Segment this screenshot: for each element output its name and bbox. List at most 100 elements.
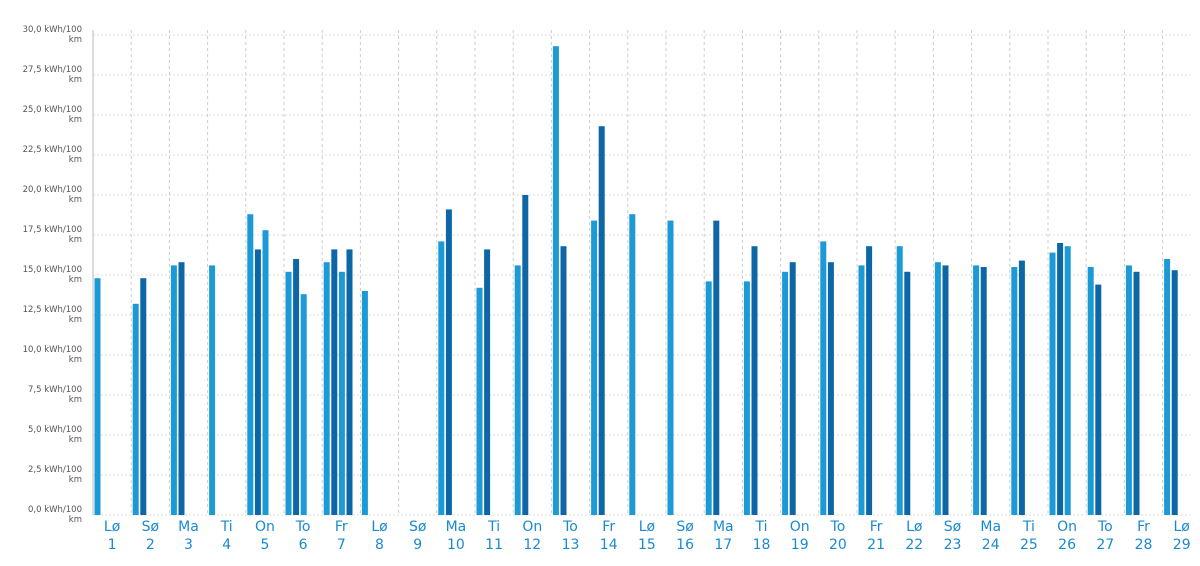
bar bbox=[331, 249, 338, 515]
bar bbox=[904, 271, 911, 515]
bar bbox=[820, 241, 827, 515]
bar bbox=[942, 265, 949, 515]
x-tick-label: 18 bbox=[753, 537, 771, 553]
x-tick-label: 19 bbox=[791, 537, 809, 553]
y-tick-label: 12,5 kWh/100 km bbox=[22, 305, 82, 325]
x-tick-label: 26 bbox=[1058, 537, 1076, 553]
x-tick-label: 7 bbox=[337, 537, 346, 553]
bar bbox=[300, 294, 307, 515]
x-tick-label: 5 bbox=[260, 537, 269, 553]
x-tick-label: 22 bbox=[905, 537, 923, 553]
x-tick-label: 25 bbox=[1020, 537, 1038, 553]
y-tick-label: 22,5 kWh/100 km bbox=[22, 145, 82, 165]
bar bbox=[667, 220, 674, 515]
bar bbox=[247, 214, 254, 515]
y-tick-label: 15,0 kWh/100 km bbox=[22, 265, 82, 285]
x-tick-label: 4 bbox=[222, 537, 231, 553]
x-tick-weekday: Ma bbox=[980, 519, 1001, 535]
bar bbox=[1125, 265, 1132, 515]
x-tick-weekday: Ma bbox=[446, 519, 467, 535]
x-tick-weekday: Lø bbox=[906, 519, 923, 535]
y-tick-label: 30,0 kWh/100 km bbox=[22, 25, 82, 45]
x-tick-label: 13 bbox=[562, 537, 580, 553]
x-tick-weekday: Fr bbox=[335, 519, 348, 535]
x-tick-weekday: Sø bbox=[142, 519, 160, 535]
x-tick-weekday: Lø bbox=[1174, 519, 1191, 535]
x-tick-weekday: Ti bbox=[1022, 519, 1035, 535]
bar bbox=[346, 249, 353, 515]
bar bbox=[178, 262, 185, 515]
y-tick-label: 20,0 kWh/100 km bbox=[22, 185, 82, 205]
bar bbox=[94, 278, 101, 515]
bar bbox=[140, 278, 147, 515]
y-tick-label: 27,5 kWh/100 km bbox=[22, 65, 82, 85]
x-tick-weekday: Ti bbox=[754, 519, 767, 535]
x-tick-label: 24 bbox=[982, 537, 1000, 553]
bar bbox=[1087, 267, 1094, 515]
y-tick-label: 7,5 kWh/100 km bbox=[27, 385, 82, 405]
bar bbox=[254, 249, 261, 515]
x-tick-weekday: Lø bbox=[371, 519, 388, 535]
bar bbox=[934, 262, 941, 515]
bar bbox=[132, 303, 139, 515]
x-tick-label: 16 bbox=[676, 537, 694, 553]
x-tick-label: 2 bbox=[146, 537, 155, 553]
x-tick-weekday: Fr bbox=[870, 519, 883, 535]
bar bbox=[1133, 271, 1140, 515]
bar bbox=[338, 271, 345, 515]
x-tick-label: 27 bbox=[1096, 537, 1114, 553]
y-tick-label: 5,0 kWh/100 km bbox=[27, 425, 82, 445]
bar bbox=[1018, 260, 1025, 515]
x-tick-weekday: To bbox=[1097, 519, 1113, 535]
x-tick-weekday: Sø bbox=[676, 519, 694, 535]
x-tick-label: 17 bbox=[714, 537, 732, 553]
x-tick-label: 9 bbox=[413, 537, 422, 553]
x-tick-weekday: Ma bbox=[713, 519, 734, 535]
bar bbox=[484, 249, 491, 515]
bar bbox=[896, 246, 903, 515]
y-tick-label: 25,0 kWh/100 km bbox=[22, 105, 82, 125]
x-tick-label: 3 bbox=[184, 537, 193, 553]
bar bbox=[827, 262, 834, 515]
bar bbox=[285, 271, 292, 515]
x-tick-weekday: Sø bbox=[944, 519, 962, 535]
bar bbox=[514, 265, 521, 515]
x-tick-weekday: To bbox=[295, 519, 311, 535]
bar bbox=[560, 246, 567, 515]
bar bbox=[552, 46, 559, 515]
x-tick-weekday: On bbox=[790, 519, 810, 535]
bar bbox=[445, 209, 452, 515]
bar bbox=[1057, 243, 1064, 515]
bar bbox=[1164, 259, 1171, 515]
x-tick-label: 29 bbox=[1173, 537, 1191, 553]
y-tick-label: 10,0 kWh/100 km bbox=[22, 345, 82, 365]
y-tick-label: 17,5 kWh/100 km bbox=[22, 225, 82, 245]
bar bbox=[1049, 252, 1056, 515]
bar bbox=[170, 265, 177, 515]
bar bbox=[293, 259, 300, 515]
bar bbox=[522, 195, 529, 515]
bar bbox=[713, 220, 720, 515]
bar bbox=[591, 220, 598, 515]
x-tick-weekday: Lø bbox=[639, 519, 656, 535]
bar bbox=[1171, 270, 1178, 515]
bar bbox=[629, 214, 636, 515]
x-tick-label: 11 bbox=[485, 537, 503, 553]
bar bbox=[705, 281, 712, 515]
x-tick-label: 6 bbox=[299, 537, 308, 553]
bar bbox=[789, 262, 796, 515]
bar bbox=[323, 262, 330, 515]
bar bbox=[209, 265, 216, 515]
x-tick-weekday: Fr bbox=[1137, 519, 1150, 535]
bar bbox=[1095, 284, 1102, 515]
x-tick-label: 28 bbox=[1135, 537, 1153, 553]
x-tick-label: 1 bbox=[108, 537, 117, 553]
bar bbox=[262, 230, 269, 515]
bar bbox=[973, 265, 980, 515]
x-tick-weekday: Sø bbox=[409, 519, 427, 535]
bar bbox=[598, 126, 605, 515]
x-tick-weekday: To bbox=[830, 519, 846, 535]
x-tick-label: 8 bbox=[375, 537, 384, 553]
